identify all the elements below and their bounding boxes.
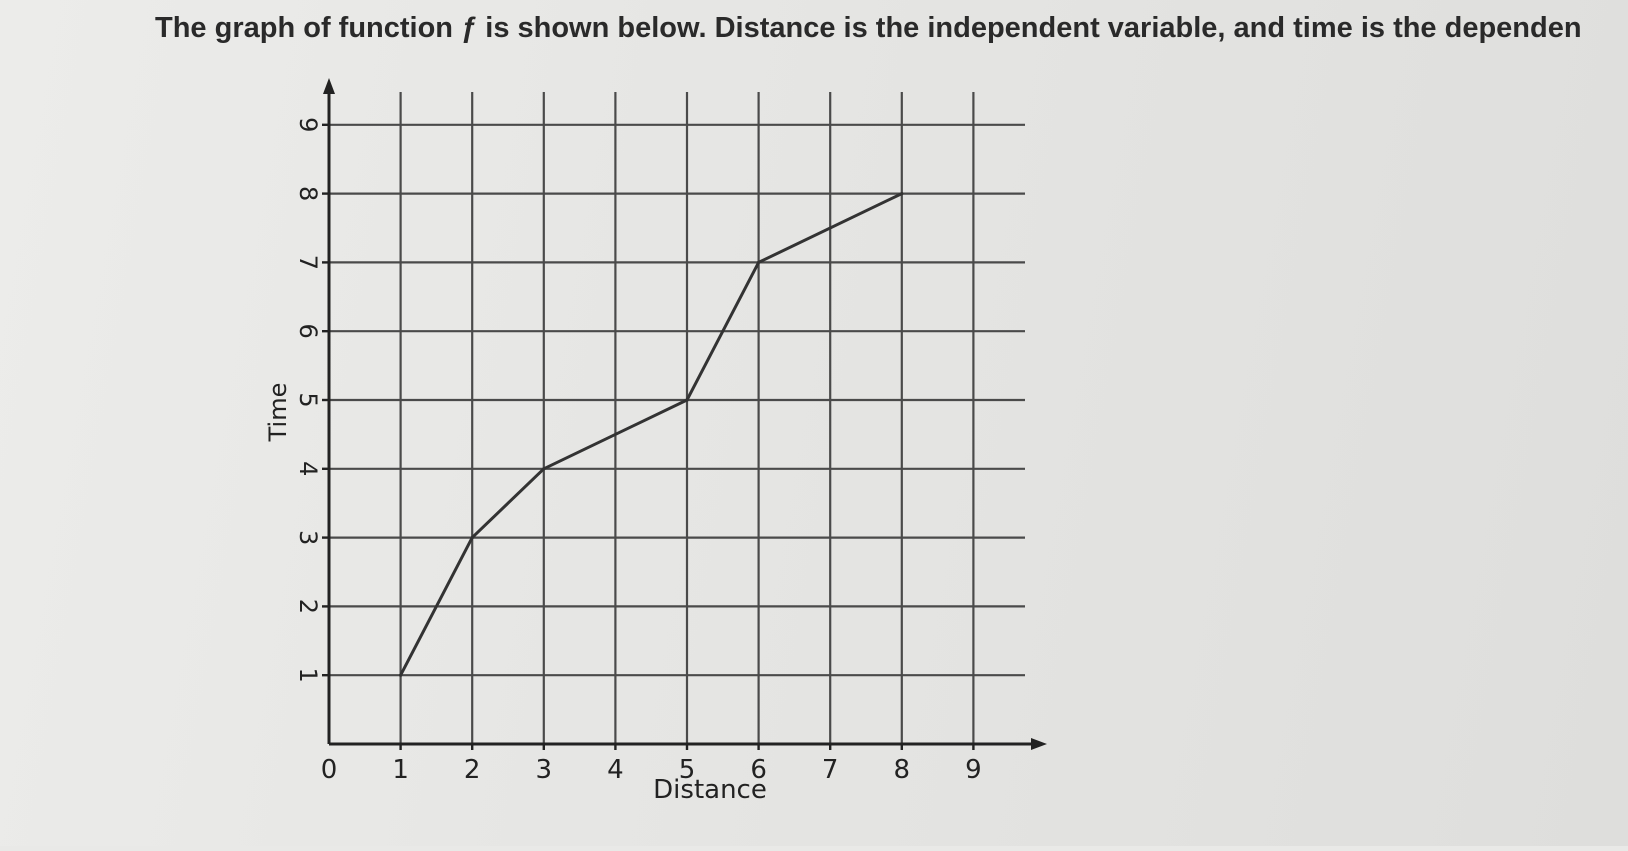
x-tick-label: 2: [464, 755, 481, 785]
x-tick-label: 6: [750, 755, 767, 785]
axes: [322, 78, 1047, 750]
y-axis-label: Time: [264, 383, 292, 443]
x-tick-label: 1: [392, 755, 409, 785]
data-point: [900, 192, 904, 196]
x-tick-label: 0: [321, 755, 338, 785]
question-text: The graph of function ƒ is shown below. …: [155, 12, 1582, 44]
tick-labels: 0 1 2 3 4 5 6 7 8 9 1 2 3 4 5 6 7 8 9: [294, 117, 982, 785]
x-tick-label: 5: [679, 755, 696, 785]
y-tick-label: 2: [294, 599, 322, 614]
series-line: [399, 192, 903, 676]
y-tick-label: 4: [294, 461, 322, 476]
data-point: [470, 536, 474, 540]
x-axis-arrow: [1031, 738, 1047, 750]
y-tick-label: 1: [294, 668, 322, 683]
x-tick-label: 7: [822, 755, 839, 785]
grid-lines: [329, 92, 1025, 744]
y-tick-label: 3: [294, 530, 322, 545]
y-tick-label: 9: [294, 117, 322, 132]
x-tick-label: 9: [965, 755, 982, 785]
data-point: [685, 398, 689, 402]
y-tick-label: 5: [294, 392, 322, 407]
y-tick-label: 6: [294, 324, 322, 339]
x-tick-label: 3: [536, 755, 553, 785]
x-tick-label: 8: [894, 755, 911, 785]
y-axis-arrow: [323, 78, 335, 94]
data-point: [399, 673, 403, 677]
function-line: [399, 192, 904, 677]
x-axis-label: Distance: [653, 775, 767, 805]
y-tick-label: 8: [294, 186, 322, 201]
x-tick-label: 4: [607, 755, 624, 785]
y-tick-label: 7: [294, 255, 322, 270]
data-point: [757, 260, 761, 264]
data-point: [542, 467, 546, 471]
